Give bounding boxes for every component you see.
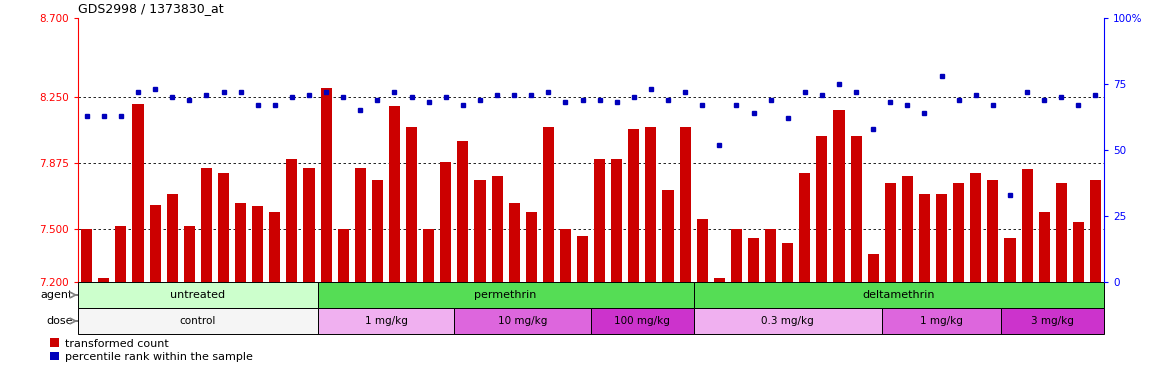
- Bar: [1002, 308, 1104, 334]
- Bar: [115, 226, 126, 282]
- Bar: [799, 173, 811, 282]
- Bar: [971, 173, 981, 282]
- Bar: [902, 176, 913, 282]
- Legend: transformed count, percentile rank within the sample: transformed count, percentile rank withi…: [46, 334, 258, 366]
- Bar: [1090, 180, 1101, 282]
- Bar: [304, 167, 315, 282]
- Text: untreated: untreated: [170, 290, 225, 300]
- Text: dose: dose: [46, 316, 74, 326]
- Bar: [286, 159, 298, 282]
- Text: 1 mg/kg: 1 mg/kg: [920, 316, 963, 326]
- Bar: [440, 162, 451, 282]
- Bar: [98, 278, 109, 282]
- Bar: [354, 167, 366, 282]
- Bar: [884, 184, 896, 282]
- Bar: [458, 141, 468, 282]
- Bar: [78, 282, 317, 308]
- Bar: [611, 159, 622, 282]
- Bar: [591, 308, 693, 334]
- Bar: [595, 159, 605, 282]
- Bar: [936, 194, 948, 282]
- Bar: [475, 180, 485, 282]
- Bar: [338, 229, 348, 282]
- Bar: [662, 190, 674, 282]
- Bar: [132, 104, 144, 282]
- Bar: [765, 229, 776, 282]
- Bar: [680, 127, 691, 282]
- Bar: [645, 127, 657, 282]
- Text: 10 mg/kg: 10 mg/kg: [498, 316, 547, 326]
- Bar: [184, 226, 194, 282]
- Bar: [1004, 238, 1015, 282]
- Bar: [317, 282, 693, 308]
- Bar: [748, 238, 759, 282]
- Bar: [406, 127, 417, 282]
- Text: 100 mg/kg: 100 mg/kg: [614, 316, 670, 326]
- Bar: [321, 88, 331, 282]
- Bar: [693, 308, 882, 334]
- Bar: [1056, 184, 1067, 282]
- Bar: [1073, 222, 1084, 282]
- Bar: [816, 136, 828, 282]
- Bar: [269, 212, 281, 282]
- Bar: [526, 212, 537, 282]
- Bar: [731, 229, 742, 282]
- Text: 3 mg/kg: 3 mg/kg: [1032, 316, 1074, 326]
- Bar: [1021, 169, 1033, 282]
- Bar: [867, 254, 879, 282]
- Bar: [834, 109, 844, 282]
- Bar: [218, 173, 229, 282]
- Bar: [882, 308, 1002, 334]
- Bar: [78, 308, 317, 334]
- Bar: [201, 167, 212, 282]
- Bar: [150, 205, 161, 282]
- Bar: [371, 180, 383, 282]
- Bar: [697, 218, 707, 282]
- Bar: [919, 194, 930, 282]
- Bar: [252, 206, 263, 282]
- Bar: [577, 236, 588, 282]
- Bar: [508, 203, 520, 282]
- Text: control: control: [179, 316, 216, 326]
- Bar: [543, 127, 554, 282]
- Bar: [782, 243, 793, 282]
- Text: permethrin: permethrin: [475, 290, 537, 300]
- Bar: [1038, 212, 1050, 282]
- Bar: [235, 203, 246, 282]
- Bar: [714, 278, 724, 282]
- Bar: [693, 282, 1104, 308]
- Text: 0.3 mg/kg: 0.3 mg/kg: [761, 316, 814, 326]
- Text: agent: agent: [40, 290, 74, 300]
- Bar: [560, 229, 572, 282]
- Bar: [167, 194, 178, 282]
- Bar: [82, 229, 92, 282]
- Bar: [953, 184, 964, 282]
- Bar: [628, 129, 639, 282]
- Bar: [317, 308, 454, 334]
- Bar: [454, 308, 591, 334]
- Bar: [389, 106, 400, 282]
- Bar: [423, 229, 435, 282]
- Text: deltamethrin: deltamethrin: [862, 290, 935, 300]
- Text: GDS2998 / 1373830_at: GDS2998 / 1373830_at: [78, 2, 224, 15]
- Bar: [851, 136, 861, 282]
- Bar: [491, 176, 503, 282]
- Bar: [988, 180, 998, 282]
- Text: 1 mg/kg: 1 mg/kg: [365, 316, 407, 326]
